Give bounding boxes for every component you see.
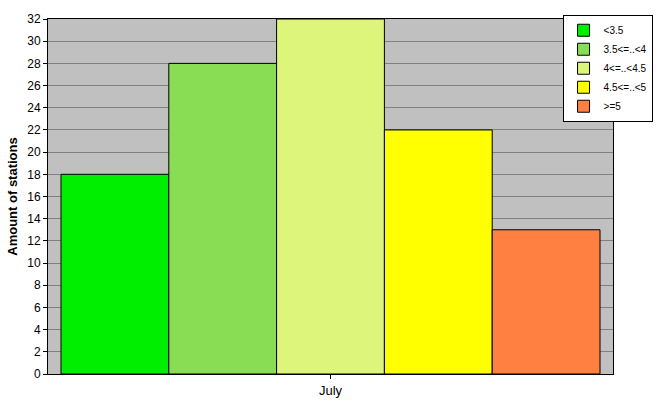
svg-text:10: 10 <box>27 256 41 270</box>
svg-text:12: 12 <box>27 234 41 248</box>
svg-text:14: 14 <box>27 212 41 226</box>
svg-text:30: 30 <box>27 34 41 48</box>
svg-text:July: July <box>319 383 343 398</box>
svg-text:>=5: >=5 <box>604 101 622 112</box>
svg-text:26: 26 <box>27 79 41 93</box>
svg-text:Amount of stations: Amount of stations <box>5 137 20 255</box>
svg-text:28: 28 <box>27 57 41 71</box>
svg-text:32: 32 <box>27 12 41 26</box>
svg-text:16: 16 <box>27 190 41 204</box>
svg-text:22: 22 <box>27 123 41 137</box>
svg-text:4<=..<4.5: 4<=..<4.5 <box>604 63 647 74</box>
svg-text:4: 4 <box>34 323 41 337</box>
svg-text:18: 18 <box>27 168 41 182</box>
svg-text:20: 20 <box>27 145 41 159</box>
svg-text:4.5<=..<5: 4.5<=..<5 <box>604 82 647 93</box>
svg-text:0: 0 <box>34 367 41 381</box>
svg-text:2: 2 <box>34 345 41 359</box>
svg-text:24: 24 <box>27 101 41 115</box>
svg-text:3.5<=..<4: 3.5<=..<4 <box>604 44 647 55</box>
svg-text:6: 6 <box>34 301 41 315</box>
svg-text:8: 8 <box>34 278 41 292</box>
svg-text:<3.5: <3.5 <box>604 25 624 36</box>
